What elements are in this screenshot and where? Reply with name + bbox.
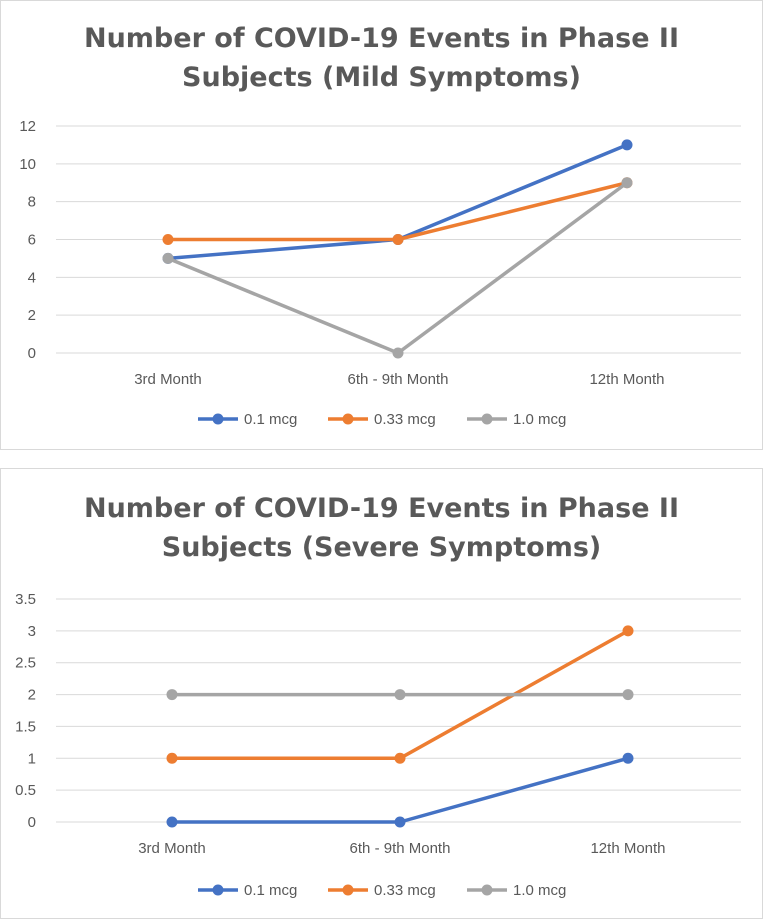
legend-label: 1.0 mcg xyxy=(513,411,566,428)
legend-marker xyxy=(481,884,493,896)
mild-symptoms-chart: Number of COVID-19 Events in Phase II Su… xyxy=(0,0,763,450)
y-tick-label: 0 xyxy=(28,345,36,362)
data-point xyxy=(392,234,404,245)
data-point xyxy=(394,816,406,828)
legend-label: 1.0 mcg xyxy=(513,882,566,899)
mild-symptoms-plot: 0 2 4 6 8 10 12 3rd Month 6th - 9th Month 12th Mo… xyxy=(19,118,741,428)
severe-symptoms-chart: Number of COVID-19 Events in Phase II Su… xyxy=(0,468,763,919)
x-tick-label: 3rd Month xyxy=(134,371,202,388)
data-point xyxy=(166,752,178,764)
legend-label: 0.1 mcg xyxy=(244,882,297,899)
legend-marker xyxy=(481,413,493,425)
y-tick-label: 12 xyxy=(19,118,36,135)
y-tick-label: 3 xyxy=(28,623,36,640)
x-tick-label: 12th Month xyxy=(590,840,665,857)
series-line xyxy=(166,181,629,355)
legend-label: 0.33 mcg xyxy=(374,882,436,899)
data-point xyxy=(621,177,633,189)
y-tick-label: 2 xyxy=(28,307,36,324)
data-point xyxy=(622,689,634,701)
y-tick-label: 2 xyxy=(28,687,36,704)
data-point xyxy=(162,234,174,245)
legend-marker xyxy=(342,413,354,425)
chart-title: Number of COVID-19 Events in Phase II Su… xyxy=(1,489,762,567)
severe-symptoms-plot: 0 0.5 1 1.5 2 2.5 3 3.5 3rd Month 6th - 9th Month… xyxy=(15,591,741,899)
y-tick-label: 0 xyxy=(28,814,36,831)
legend-marker xyxy=(212,413,224,425)
chart-title-line-2: Subjects (Mild Symptoms) xyxy=(182,62,581,94)
y-tick-label: 2.5 xyxy=(15,655,36,672)
x-tick-label: 12th Month xyxy=(589,371,664,388)
data-point xyxy=(394,752,406,764)
y-tick-label: 1.5 xyxy=(15,718,36,735)
legend-label: 0.1 mcg xyxy=(244,411,297,428)
y-tick-label: 0.5 xyxy=(15,782,36,799)
y-tick-label: 6 xyxy=(28,232,36,249)
series-line xyxy=(166,181,629,242)
legend-marker xyxy=(212,884,224,896)
y-tick-label: 10 xyxy=(19,156,36,173)
data-point xyxy=(622,752,634,764)
data-point xyxy=(392,347,404,359)
data-point xyxy=(622,625,634,637)
chart-title-line-1: Number of COVID-19 Events in Phase II xyxy=(83,23,679,54)
data-point xyxy=(166,689,178,701)
chart-title-line-2: Subjects (Severe Symptoms) xyxy=(161,532,602,564)
y-tick-label: 3.5 xyxy=(15,591,36,608)
x-tick-label: 6th - 9th Month xyxy=(350,840,451,857)
data-point xyxy=(394,689,406,701)
x-tick-label: 3rd Month xyxy=(138,840,206,857)
y-tick-label: 8 xyxy=(28,194,36,211)
data-point xyxy=(162,252,174,264)
legend-marker xyxy=(342,884,354,896)
y-tick-label: 4 xyxy=(28,269,36,286)
x-tick-label: 6th - 9th Month xyxy=(348,371,449,388)
chart-title: Number of COVID-19 Events in Phase II Su… xyxy=(1,19,762,97)
legend-label: 0.33 mcg xyxy=(374,411,436,428)
chart-title-line-1: Number of COVID-19 Events in Phase II xyxy=(83,493,679,524)
data-point xyxy=(621,139,633,151)
data-point xyxy=(166,816,178,828)
y-tick-label: 1 xyxy=(28,750,36,767)
